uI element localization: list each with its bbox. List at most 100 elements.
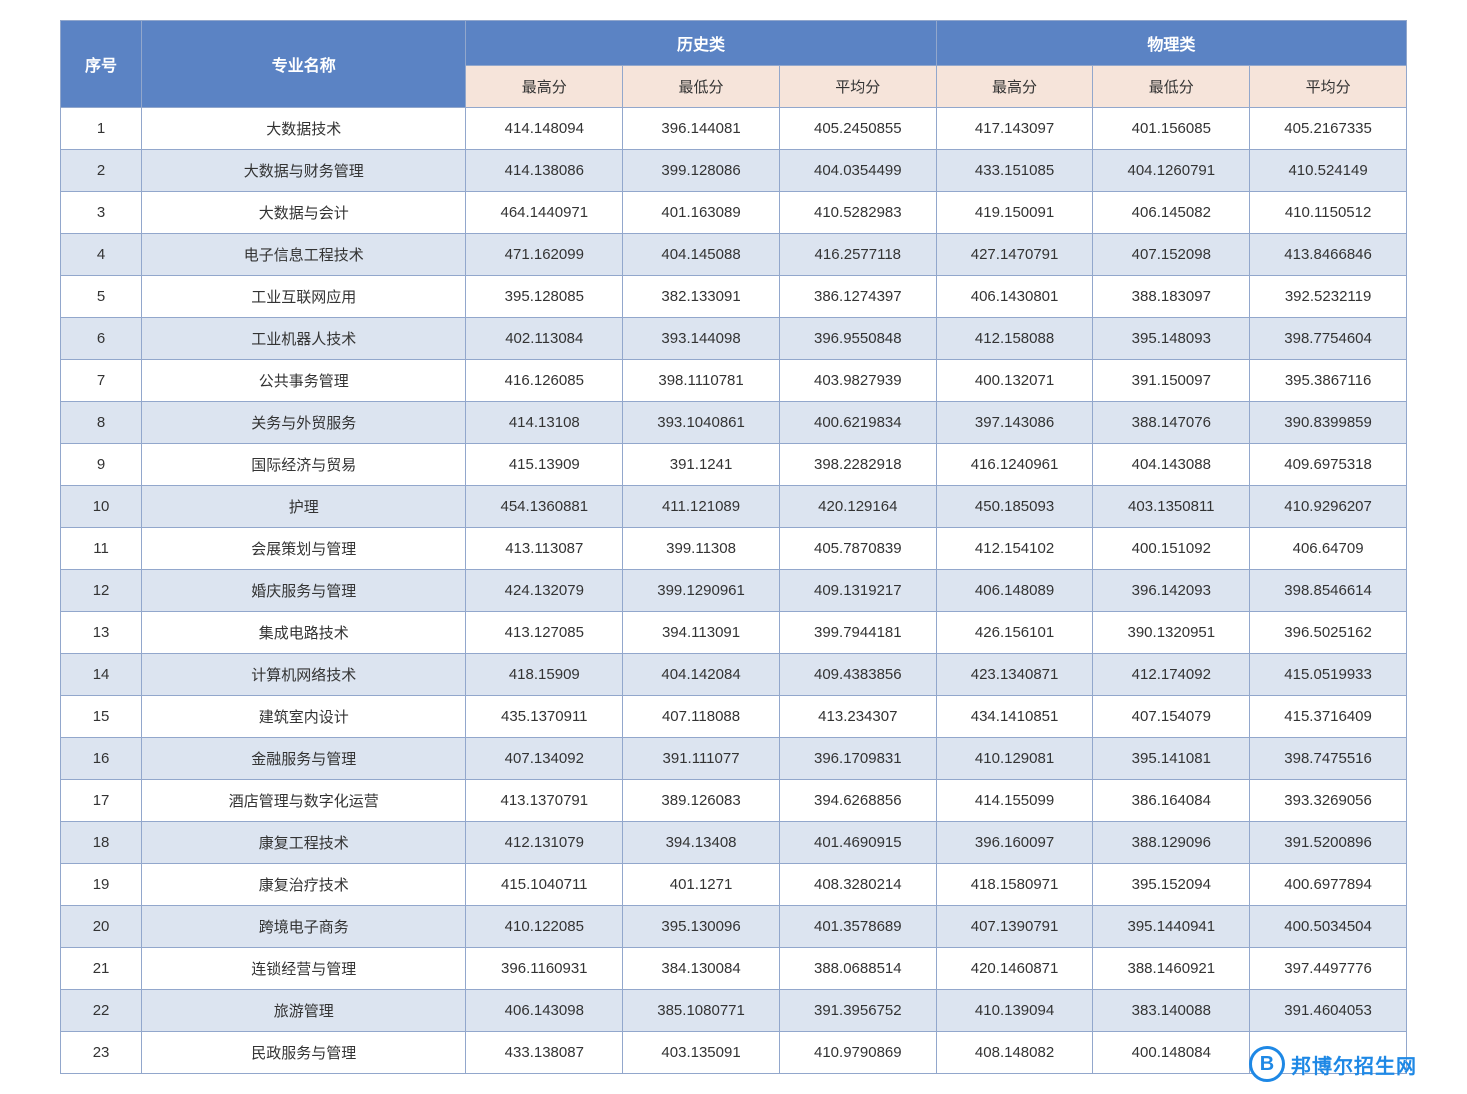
cell-p_avg: 413.8466846 [1250, 234, 1407, 276]
cell-major: 大数据技术 [142, 108, 466, 150]
cell-p_max: 414.155099 [936, 780, 1093, 822]
cell-h_avg: 416.2577118 [779, 234, 936, 276]
cell-p_max: 417.143097 [936, 108, 1093, 150]
cell-p_avg: 410.1150512 [1250, 192, 1407, 234]
cell-h_avg: 404.0354499 [779, 150, 936, 192]
cell-p_avg: 396.5025162 [1250, 612, 1407, 654]
cell-seq: 22 [61, 990, 142, 1032]
table-row: 5工业互联网应用395.128085382.133091386.12743974… [61, 276, 1407, 318]
cell-h_max: 402.113084 [466, 318, 623, 360]
cell-p_min: 391.150097 [1093, 360, 1250, 402]
table-row: 1大数据技术414.148094396.144081405.2450855417… [61, 108, 1407, 150]
cell-p_min: 404.1260791 [1093, 150, 1250, 192]
cell-h_avg: 408.3280214 [779, 864, 936, 906]
cell-p_min: 403.1350811 [1093, 486, 1250, 528]
cell-h_max: 454.1360881 [466, 486, 623, 528]
cell-major: 电子信息工程技术 [142, 234, 466, 276]
cell-h_avg: 398.2282918 [779, 444, 936, 486]
cell-seq: 21 [61, 948, 142, 990]
cell-h_min: 384.130084 [623, 948, 780, 990]
cell-h_max: 406.143098 [466, 990, 623, 1032]
cell-major: 计算机网络技术 [142, 654, 466, 696]
cell-h_min: 403.135091 [623, 1032, 780, 1074]
cell-p_avg: 395.3867116 [1250, 360, 1407, 402]
cell-h_min: 393.1040861 [623, 402, 780, 444]
cell-h_min: 393.144098 [623, 318, 780, 360]
cell-seq: 10 [61, 486, 142, 528]
cell-p_avg: 391.5200896 [1250, 822, 1407, 864]
cell-h_max: 413.127085 [466, 612, 623, 654]
cell-h_avg: 410.9790869 [779, 1032, 936, 1074]
table-row: 3大数据与会计464.1440971401.163089410.52829834… [61, 192, 1407, 234]
table-row: 7公共事务管理416.126085398.1110781403.98279394… [61, 360, 1407, 402]
cell-major: 金融服务与管理 [142, 738, 466, 780]
cell-p_max: 408.148082 [936, 1032, 1093, 1074]
table-row: 11会展策划与管理413.113087399.11308405.78708394… [61, 528, 1407, 570]
cell-h_max: 414.13108 [466, 402, 623, 444]
cell-h_max: 418.15909 [466, 654, 623, 696]
cell-p_min: 386.164084 [1093, 780, 1250, 822]
cell-p_max: 420.1460871 [936, 948, 1093, 990]
cell-p_min: 395.152094 [1093, 864, 1250, 906]
cell-major: 康复治疗技术 [142, 864, 466, 906]
cell-h_avg: 396.9550848 [779, 318, 936, 360]
header-physics-min: 最低分 [1093, 66, 1250, 108]
cell-p_max: 426.156101 [936, 612, 1093, 654]
table-row: 17酒店管理与数字化运营413.1370791389.126083394.626… [61, 780, 1407, 822]
cell-major: 建筑室内设计 [142, 696, 466, 738]
cell-h_avg: 396.1709831 [779, 738, 936, 780]
cell-seq: 23 [61, 1032, 142, 1074]
cell-h_min: 396.144081 [623, 108, 780, 150]
cell-h_avg: 410.5282983 [779, 192, 936, 234]
cell-p_min: 407.154079 [1093, 696, 1250, 738]
cell-p_max: 419.150091 [936, 192, 1093, 234]
table-row: 2大数据与财务管理414.138086399.128086404.0354499… [61, 150, 1407, 192]
cell-h_avg: 399.7944181 [779, 612, 936, 654]
cell-major: 连锁经营与管理 [142, 948, 466, 990]
table-row: 4电子信息工程技术471.162099404.145088416.2577118… [61, 234, 1407, 276]
header-seq: 序号 [61, 21, 142, 108]
cell-p_min: 396.142093 [1093, 570, 1250, 612]
cell-seq: 16 [61, 738, 142, 780]
cell-seq: 7 [61, 360, 142, 402]
cell-major: 酒店管理与数字化运营 [142, 780, 466, 822]
header-physics-max: 最高分 [936, 66, 1093, 108]
cell-h_avg: 420.129164 [779, 486, 936, 528]
cell-h_min: 401.1271 [623, 864, 780, 906]
cell-major: 民政服务与管理 [142, 1032, 466, 1074]
table-row: 6工业机器人技术402.113084393.144098396.95508484… [61, 318, 1407, 360]
cell-p_max: 450.185093 [936, 486, 1093, 528]
table-row: 8关务与外贸服务414.13108393.1040861400.62198343… [61, 402, 1407, 444]
cell-h_min: 395.130096 [623, 906, 780, 948]
cell-h_max: 395.128085 [466, 276, 623, 318]
cell-h_max: 412.131079 [466, 822, 623, 864]
cell-p_max: 407.1390791 [936, 906, 1093, 948]
cell-h_min: 394.113091 [623, 612, 780, 654]
table-row: 19康复治疗技术415.1040711401.1271408.328021441… [61, 864, 1407, 906]
cell-h_min: 382.133091 [623, 276, 780, 318]
cell-seq: 5 [61, 276, 142, 318]
table-row: 10护理454.1360881411.121089420.129164450.1… [61, 486, 1407, 528]
cell-major: 工业互联网应用 [142, 276, 466, 318]
cell-p_avg: 415.0519933 [1250, 654, 1407, 696]
cell-h_min: 391.111077 [623, 738, 780, 780]
cell-h_avg: 405.2450855 [779, 108, 936, 150]
cell-h_avg: 386.1274397 [779, 276, 936, 318]
cell-h_min: 399.128086 [623, 150, 780, 192]
cell-p_max: 427.1470791 [936, 234, 1093, 276]
cell-seq: 9 [61, 444, 142, 486]
cell-p_min: 390.1320951 [1093, 612, 1250, 654]
cell-p_max: 416.1240961 [936, 444, 1093, 486]
cell-h_max: 471.162099 [466, 234, 623, 276]
cell-h_avg: 409.1319217 [779, 570, 936, 612]
cell-p_avg: 398.8546614 [1250, 570, 1407, 612]
cell-seq: 1 [61, 108, 142, 150]
cell-h_min: 411.121089 [623, 486, 780, 528]
cell-seq: 4 [61, 234, 142, 276]
cell-h_max: 415.1040711 [466, 864, 623, 906]
cell-p_min: 412.174092 [1093, 654, 1250, 696]
table-row: 22旅游管理406.143098385.1080771391.395675241… [61, 990, 1407, 1032]
cell-p_max: 412.154102 [936, 528, 1093, 570]
cell-major: 集成电路技术 [142, 612, 466, 654]
header-major: 专业名称 [142, 21, 466, 108]
